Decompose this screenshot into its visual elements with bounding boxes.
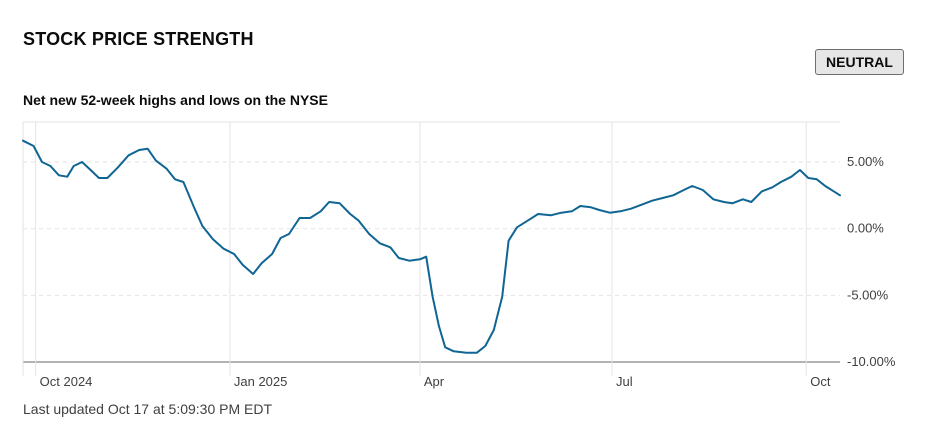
- y-axis: 5.00% 0.00% -5.00% -10.00%: [847, 154, 896, 369]
- status-badge: NEUTRAL: [815, 49, 904, 75]
- x-tick-label: Oct 2024: [40, 374, 93, 389]
- chart-grid: [22, 121, 840, 376]
- series-line: [22, 139, 841, 354]
- y-tick-label: -10.00%: [847, 354, 896, 369]
- x-axis: Oct 2024 Jan 2025 Apr Jul Oct: [40, 374, 831, 389]
- y-tick-label: -5.00%: [847, 287, 889, 302]
- page-title: STOCK PRICE STRENGTH: [23, 29, 254, 49]
- x-tick-label: Jul: [616, 374, 633, 389]
- y-tick-label: 0.00%: [847, 221, 884, 236]
- x-tick-label: Jan 2025: [234, 374, 288, 389]
- chart-subtitle: Net new 52-week highs and lows on the NY…: [23, 92, 328, 108]
- x-tick-label: Apr: [424, 374, 445, 389]
- last-updated: Last updated Oct 17 at 5:09:30 PM EDT: [23, 401, 273, 417]
- series-layer: [22, 139, 841, 354]
- y-tick-label: 5.00%: [847, 154, 884, 169]
- x-tick-label: Oct: [810, 374, 831, 389]
